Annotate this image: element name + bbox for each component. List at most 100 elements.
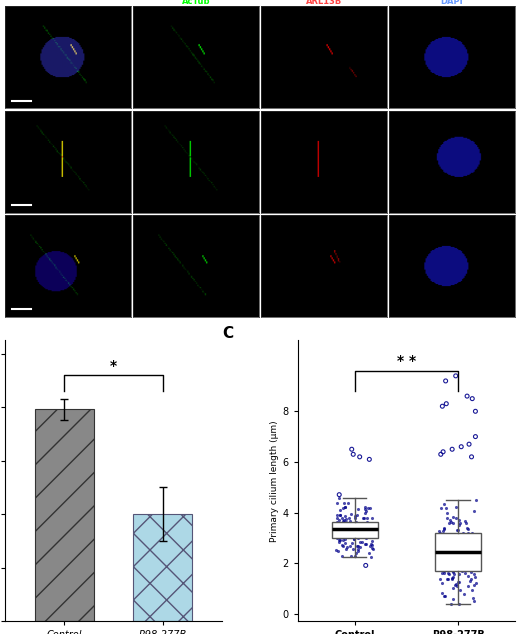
Point (436, 541, 445, 552)
Point (451, 550, 459, 560)
Point (464, 527, 472, 538)
Text: C: C (222, 327, 233, 341)
Point (368, 543, 376, 553)
Point (438, 559, 447, 569)
Point (460, 588, 469, 598)
Point (335, 493, 343, 503)
Point (353, 541, 361, 551)
Point (368, 540, 376, 550)
Text: * *: * * (397, 354, 416, 368)
Point (366, 541, 374, 551)
Point (332, 517, 341, 527)
Point (356, 542, 364, 552)
Point (446, 563, 454, 573)
Point (338, 550, 346, 560)
Point (343, 531, 352, 541)
Point (336, 510, 344, 520)
Point (448, 573, 456, 583)
Point (360, 502, 369, 512)
Point (459, 538, 467, 548)
Point (446, 515, 454, 525)
Point (437, 529, 445, 539)
Point (438, 541, 446, 551)
Point (368, 519, 376, 529)
Point (335, 515, 344, 526)
Point (366, 503, 374, 513)
Point (443, 540, 451, 550)
Point (362, 506, 370, 516)
Point (347, 509, 355, 519)
Point (438, 401, 447, 411)
Point (333, 498, 342, 508)
Point (452, 543, 461, 553)
Point (346, 515, 354, 526)
Point (443, 542, 451, 552)
Point (449, 566, 457, 576)
Point (450, 536, 459, 546)
Point (436, 543, 445, 553)
Point (339, 541, 347, 551)
Point (332, 545, 341, 555)
Point (456, 518, 464, 528)
Point (454, 578, 462, 588)
Point (448, 550, 457, 560)
Point (334, 537, 343, 547)
Point (467, 567, 476, 577)
Point (332, 521, 341, 531)
Point (443, 513, 451, 523)
Point (366, 524, 374, 534)
Point (468, 528, 476, 538)
Point (351, 511, 359, 521)
Point (440, 591, 448, 601)
Point (363, 529, 372, 539)
Point (458, 551, 466, 561)
Point (368, 536, 376, 546)
Point (335, 530, 343, 540)
Point (350, 529, 358, 540)
Point (458, 534, 466, 545)
PathPatch shape (435, 533, 481, 571)
Point (346, 531, 354, 541)
Point (360, 514, 369, 524)
Point (341, 502, 349, 512)
Point (438, 568, 447, 578)
Point (450, 557, 459, 567)
Point (458, 547, 466, 557)
Point (454, 525, 462, 535)
Point (355, 527, 363, 537)
Point (451, 547, 459, 557)
Point (337, 522, 346, 533)
Point (451, 533, 460, 543)
Point (471, 573, 479, 583)
Point (347, 444, 356, 455)
Point (348, 521, 357, 531)
Point (440, 553, 449, 564)
Y-axis label: Primary cilium length (μm): Primary cilium length (μm) (269, 420, 279, 541)
Point (358, 536, 367, 547)
Point (440, 590, 449, 600)
Point (465, 531, 473, 541)
Point (443, 574, 451, 584)
Point (356, 528, 364, 538)
Point (349, 526, 357, 536)
Point (461, 533, 469, 543)
Point (354, 533, 362, 543)
Point (467, 564, 476, 574)
Point (361, 560, 370, 571)
Point (452, 546, 460, 556)
Point (454, 540, 463, 550)
Point (342, 544, 350, 554)
Point (362, 519, 371, 529)
Point (358, 518, 367, 528)
Point (336, 519, 344, 529)
Point (449, 512, 457, 522)
Point (437, 588, 446, 598)
Point (340, 532, 348, 542)
Point (449, 567, 458, 577)
Point (469, 540, 477, 550)
Point (467, 562, 475, 573)
Point (470, 596, 478, 606)
Point (471, 432, 479, 442)
Point (358, 524, 366, 534)
Point (451, 371, 460, 381)
